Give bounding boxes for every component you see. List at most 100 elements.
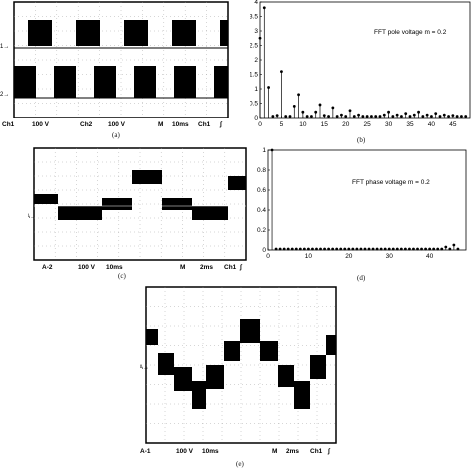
plot-frame: [267, 149, 467, 251]
stem-marker: [395, 247, 399, 251]
footer-ms: 10ms: [202, 448, 219, 455]
stem-marker: [460, 115, 463, 118]
footer-volts2: 100 V: [108, 121, 126, 128]
stem-marker: [292, 105, 296, 108]
stem-marker: [425, 113, 429, 117]
stem-marker: [327, 247, 331, 251]
channel-1-marker: 1→: [0, 44, 9, 50]
stem-marker: [438, 115, 442, 118]
stem-marker: [387, 110, 390, 114]
y-tick-label: 2.5: [250, 43, 258, 50]
stem-marker: [339, 247, 343, 251]
stem-marker: [374, 115, 378, 118]
stem-marker: [357, 113, 360, 117]
pwm-block: [172, 20, 196, 46]
stem-marker: [322, 114, 326, 118]
stem-marker: [271, 115, 275, 118]
stem-marker: [314, 110, 318, 114]
stem-marker: [284, 115, 288, 118]
stem-marker: [347, 247, 351, 251]
stem-marker: [270, 148, 274, 152]
x-tick-label: 10: [305, 253, 313, 260]
pwm-block: [214, 66, 228, 98]
footer-time: 10ms: [172, 121, 189, 128]
footer-slope: ∫: [219, 121, 223, 128]
stem-marker: [359, 247, 363, 251]
pwm-block: [124, 20, 148, 46]
stem-marker: [378, 115, 382, 118]
stem-marker: [447, 115, 450, 118]
stem-marker: [404, 112, 408, 116]
stem-marker: [424, 247, 427, 251]
scope-panel-e: A→ A-1 100 V 10ms M 2ms Ch1 ∫: [139, 285, 340, 457]
stem-marker: [430, 115, 433, 118]
y-tick-label: 3.5: [250, 14, 258, 21]
stem-marker: [417, 110, 420, 114]
stem-marker: [412, 113, 416, 117]
fft-pole-chart: 0 5 10 15 20 25 30 35 40 45 0 0.5 1 1.5 2 2.5 3 3.5 4 FFT p…: [249, 0, 472, 132]
stem-marker: [371, 247, 375, 251]
x-tick-label: 25: [364, 121, 372, 128]
x-tick-label: 30: [385, 121, 393, 128]
x-tick-label: 45: [449, 121, 457, 128]
scope-c-svg: A→ A-2 100 V 10ms M 2ms Ch1 ∫: [26, 147, 247, 271]
stem-marker: [365, 115, 369, 118]
stem-marker: [436, 247, 440, 251]
stem-marker: [294, 247, 298, 251]
stem-marker: [452, 243, 456, 247]
stem-marker: [288, 115, 292, 118]
stem-marker: [367, 247, 371, 251]
stem-marker: [343, 247, 347, 251]
pwm-block: [54, 66, 76, 98]
trace-pole-voltage-2: [14, 66, 228, 99]
stem-marker: [310, 115, 313, 118]
chart-title: FFT pole voltage m = 0.2: [374, 29, 447, 36]
pwm-block: [174, 66, 196, 98]
stem-marker: [434, 112, 438, 116]
footer-slope: ∫: [327, 448, 331, 455]
stem-marker: [399, 247, 403, 251]
stem-marker: [351, 247, 355, 251]
footer-m: M: [158, 121, 163, 128]
footer-ms: 10ms: [106, 264, 123, 271]
x-tick-label: 20: [345, 253, 353, 260]
y-tick-label: 2: [254, 57, 258, 64]
stem-marker: [311, 247, 314, 251]
stem-marker: [344, 115, 348, 118]
x-tick-label: 30: [386, 253, 394, 260]
stem-marker: [290, 247, 294, 251]
channel-2-marker: 2→: [0, 92, 9, 98]
stem-marker: [348, 109, 352, 113]
stem-marker: [391, 115, 395, 118]
pwm-block: [76, 20, 100, 46]
y-tick-label: 1.5: [250, 72, 258, 79]
footer-time: 2ms: [286, 448, 299, 455]
footer-time: 2ms: [200, 264, 213, 271]
stem-marker: [464, 115, 468, 118]
y-tick-label: 0.8: [257, 167, 266, 174]
stem-marker: [363, 247, 367, 251]
stem-marker: [318, 103, 322, 107]
stem-marker: [278, 247, 282, 251]
x-tick-label: 0: [266, 253, 270, 260]
stem-marker: [335, 115, 339, 118]
stem-marker: [361, 115, 365, 118]
footer-trig: Ch1: [224, 264, 237, 271]
scope-e-svg: A→ A-1 100 V 10ms M 2ms Ch1 ∫: [139, 286, 337, 455]
stem-marker: [319, 247, 322, 251]
stem-marker: [340, 113, 343, 117]
stem-marker: [280, 70, 283, 73]
stem-marker: [355, 247, 359, 251]
stem-marker: [442, 113, 446, 117]
trace-phase-voltage: [34, 170, 246, 220]
fft-pole-svg: 0 5 10 15 20 25 30 35 40 45 0 0.5 1 1.5 2 2.5 3 3.5 4 FFT p…: [249, 0, 471, 128]
caption-c: (c): [118, 272, 126, 280]
stem-marker: [302, 247, 306, 251]
stem-marker: [262, 6, 266, 10]
stem-marker: [315, 247, 318, 251]
stem-marker: [327, 115, 330, 118]
y-tick-label: 0: [262, 247, 266, 254]
stem-marker: [286, 247, 290, 251]
y-tick-label: 1: [262, 147, 266, 154]
channel-a-marker: A→: [28, 214, 36, 220]
